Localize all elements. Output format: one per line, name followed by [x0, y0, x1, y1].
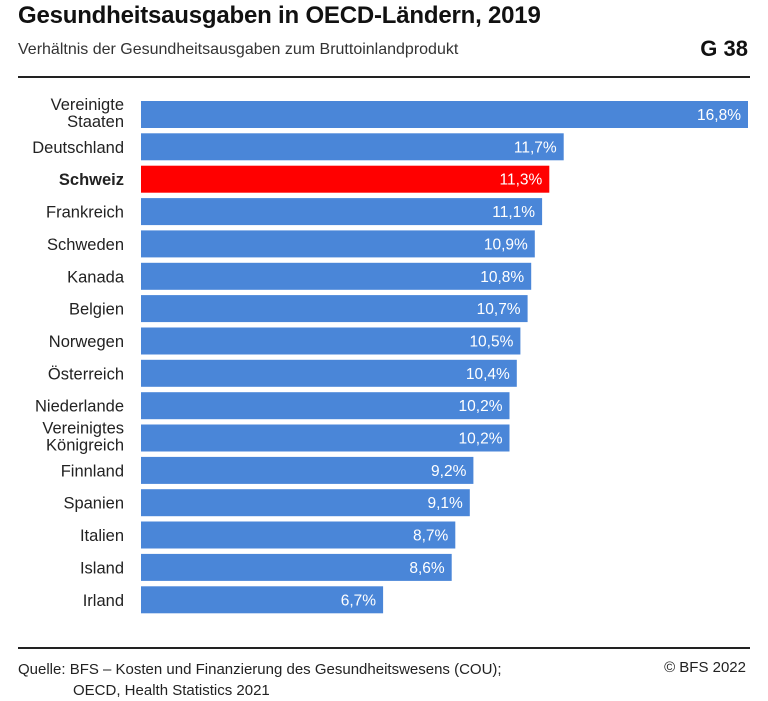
- bar-niederlande: [141, 392, 510, 420]
- category-label-kanada: Kanada: [67, 268, 125, 286]
- bar-irland: [141, 586, 384, 614]
- category-label-deutschland: Deutschland: [32, 139, 124, 157]
- value-label-spanien: 9,1%: [427, 495, 463, 512]
- category-label-belgien: Belgien: [69, 301, 124, 319]
- bar-vereinigtes-koenigreich: [141, 424, 510, 452]
- bar-island: [141, 553, 452, 581]
- value-label-island: 8,6%: [409, 560, 445, 577]
- source-line-1: Quelle: BFS – Kosten und Finanzierung de…: [18, 661, 502, 678]
- value-label-italien: 8,7%: [413, 528, 449, 545]
- bar-frankreich: [141, 198, 543, 226]
- bar-oesterreich: [141, 359, 517, 387]
- value-label-frankreich: 11,1%: [492, 204, 535, 221]
- value-label-schweden: 10,9%: [484, 236, 528, 253]
- value-label-schweiz: 11,3%: [499, 172, 542, 189]
- copyright-notice: © BFS 2022: [664, 659, 746, 676]
- category-label-island: Island: [80, 559, 124, 577]
- chart-title: Gesundheitsausgaben in OECD-Ländern, 201…: [18, 2, 541, 29]
- category-label-frankreich: Frankreich: [46, 204, 124, 222]
- category-label-niederlande: Niederlande: [35, 398, 124, 416]
- bar-deutschland: [141, 133, 564, 161]
- value-label-vereinigtes-koenigreich: 10,2%: [459, 431, 503, 448]
- bars-layer: 16,8% Vereinigte Staaten 11,7% Deutschland 11…: [32, 96, 748, 614]
- bar-kanada: [141, 262, 532, 290]
- bottom-divider: [18, 647, 750, 649]
- category-label-italien: Italien: [80, 527, 124, 545]
- bar-vereinigte-staaten: [141, 101, 748, 128]
- category-label-finnland: Finnland: [61, 462, 124, 480]
- chart-subtitle: Verhältnis der Gesundheitsausgaben zum B…: [18, 41, 459, 58]
- category-label-schweden: Schweden: [47, 236, 124, 254]
- value-label-norwegen: 10,5%: [469, 334, 513, 351]
- value-label-belgien: 10,7%: [477, 301, 521, 318]
- category-label-norwegen: Norwegen: [49, 333, 124, 351]
- category-label-spanien: Spanien: [63, 495, 124, 513]
- category-label-oesterreich: Österreich: [48, 365, 124, 383]
- value-label-oesterreich: 10,4%: [466, 366, 510, 383]
- value-label-deutschland: 11,7%: [514, 139, 557, 156]
- category-label-vereinigtes-koenigreich: Vereinigtes Königreich: [42, 420, 124, 455]
- bar-italien: [141, 521, 456, 549]
- bar-schweden: [141, 230, 535, 258]
- value-label-irland: 6,7%: [341, 592, 377, 609]
- bar-finnland: [141, 456, 474, 484]
- bar-norwegen: [141, 327, 521, 355]
- top-divider: [18, 76, 750, 78]
- bar-spanien: [141, 489, 470, 517]
- value-label-vereinigte-staaten: 16,8%: [697, 107, 741, 124]
- bar-chart: 16,8% Vereinigte Staaten 11,7% Deutschland 11…: [32, 96, 748, 614]
- bar-schweiz: [141, 165, 550, 193]
- value-label-kanada: 10,8%: [480, 269, 524, 286]
- value-label-finnland: 9,2%: [431, 463, 467, 480]
- category-label-vereinigte-staaten: Vereinigte Staaten: [51, 96, 124, 131]
- bar-belgien: [141, 295, 528, 323]
- category-label-schweiz: Schweiz: [59, 171, 124, 189]
- figure-number: G 38: [700, 36, 748, 61]
- value-label-niederlande: 10,2%: [459, 398, 503, 415]
- category-label-irland: Irland: [83, 592, 124, 610]
- source-line-2: OECD, Health Statistics 2021: [73, 682, 270, 699]
- source-note: Quelle: BFS – Kosten und Finanzierung de…: [18, 659, 502, 701]
